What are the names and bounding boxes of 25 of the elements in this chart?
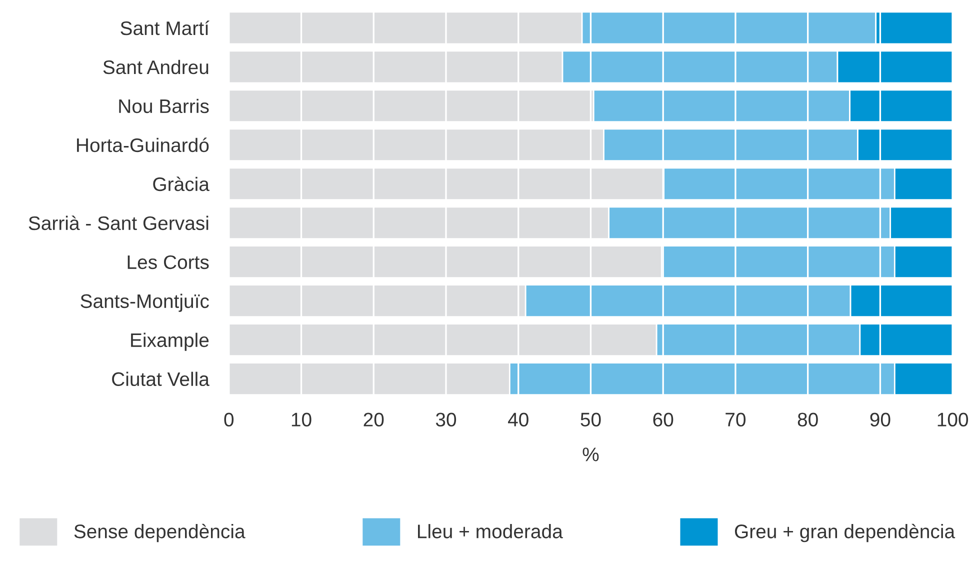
y-tick-label: Gràcia — [153, 176, 210, 192]
y-tick-label: Sant Martí — [120, 20, 210, 36]
x-tick-label: 70 — [726, 412, 746, 426]
y-tick-label: Horta-Guinardó — [77, 138, 209, 152]
x-tick-label: 80 — [798, 412, 818, 426]
x-tick-label: 0 — [224, 412, 234, 426]
legend-label: Lleu + moderada — [418, 524, 563, 538]
x-tick-label: 100 — [938, 412, 968, 426]
x-axis-title: % — [582, 448, 599, 462]
x-tick-label: 90 — [870, 412, 890, 426]
legend-label: Greu + gran dependència — [734, 524, 956, 542]
y-tick-label: Les Corts — [128, 255, 209, 270]
x-tick-label: 60 — [653, 412, 674, 426]
y-tick-label: Ciutat Vella — [112, 372, 210, 386]
x-tick-label: 30 — [436, 412, 456, 426]
x-tick-label: 40 — [508, 412, 528, 426]
y-tick-label: Eixample — [131, 332, 209, 351]
x-tick-label: 50 — [580, 412, 601, 426]
y-tick-label: Sarrià - Sant Gervasi — [28, 216, 208, 230]
y-tick-label: Nou Barris — [119, 98, 209, 114]
x-tick-label: 10 — [292, 412, 312, 426]
legend-label: Sense dependència — [74, 524, 246, 542]
y-tick-label: Sants-Montjuïc — [80, 294, 209, 312]
y-tick-label: Sant Andreu — [103, 60, 208, 74]
x-tick-label: 20 — [364, 412, 384, 426]
